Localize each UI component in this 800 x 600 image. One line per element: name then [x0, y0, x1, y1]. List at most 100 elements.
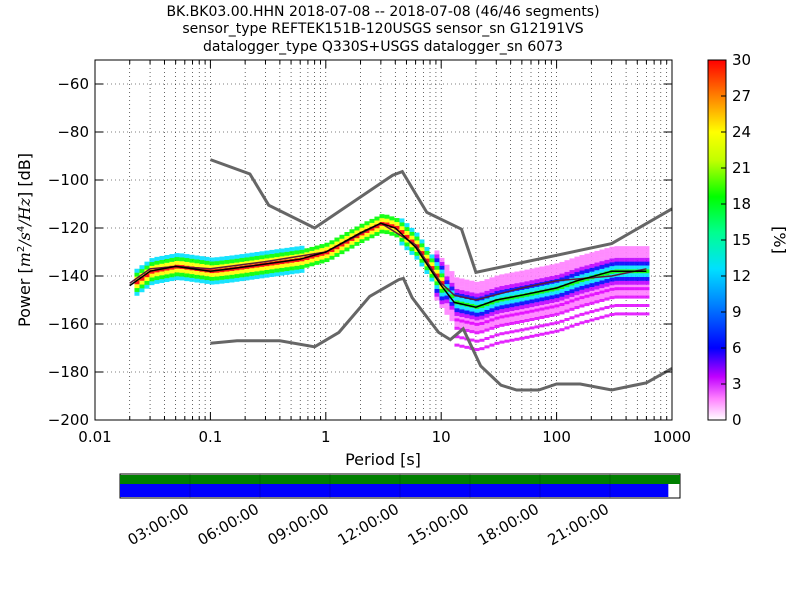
heatmap-cell	[244, 253, 250, 258]
heatmap-cell	[604, 259, 610, 264]
heatmap-cell	[539, 312, 545, 317]
heatmap-cell	[499, 301, 505, 306]
heatmap-cell	[499, 285, 505, 290]
heatmap-cell	[479, 288, 485, 293]
heatmap-cell	[629, 304, 635, 307]
heatmap-cell	[489, 318, 495, 322]
heatmap-cell	[569, 273, 575, 278]
heatmap-cell	[454, 315, 460, 320]
heatmap-cell	[564, 290, 570, 295]
heatmap-cell	[174, 256, 180, 261]
heatmap-cell	[439, 265, 445, 270]
heatmap-cell	[304, 263, 310, 268]
heatmap-cell	[364, 225, 370, 230]
heatmap-cell	[534, 325, 540, 329]
y-tick-label: −180	[48, 363, 89, 381]
heatmap-cell	[529, 318, 535, 322]
heatmap-cell	[159, 278, 165, 283]
heatmap-cell	[154, 264, 160, 269]
heatmap-cell	[354, 238, 360, 243]
heatmap-cell	[544, 323, 550, 327]
heatmap-cell	[344, 232, 350, 237]
heatmap-cell	[619, 250, 625, 254]
heatmap-cell	[619, 246, 625, 251]
y-tick-label: −120	[48, 219, 89, 237]
heatmap-cell	[624, 261, 630, 266]
heatmap-cell	[164, 274, 170, 279]
heatmap-cell	[444, 287, 450, 292]
heatmap-cell	[444, 283, 450, 288]
heatmap-cell	[379, 218, 385, 223]
heatmap-cell	[489, 300, 495, 305]
heatmap-cell	[339, 238, 345, 243]
heatmap-cell	[484, 325, 490, 330]
heatmap-cell	[629, 273, 635, 278]
heatmap-cell	[244, 276, 250, 281]
heatmap-cell	[429, 273, 435, 278]
heatmap-cell	[609, 262, 615, 267]
heatmap-cell	[259, 274, 265, 279]
heatmap-cell	[644, 295, 650, 299]
heatmap-cell	[449, 274, 455, 279]
heatmap-cell	[454, 343, 460, 347]
heatmap-cell	[599, 264, 605, 269]
heatmap-cell	[519, 301, 525, 306]
heatmap-cell	[474, 322, 480, 326]
heatmap-cell	[629, 280, 635, 285]
heatmap-cell	[519, 312, 525, 317]
mode-line	[129, 222, 647, 301]
heatmap-cell	[144, 280, 150, 285]
heatmap-cell	[574, 302, 580, 307]
heatmap-cell	[539, 332, 545, 336]
heatmap-cell	[159, 263, 165, 268]
heatmap-cell	[329, 244, 335, 249]
heatmap-cell	[204, 272, 210, 277]
heatmap-cell	[419, 247, 425, 252]
heatmap-cell	[644, 288, 650, 293]
high-noise-model-line	[209, 158, 673, 275]
y-tick-label: −100	[48, 171, 89, 189]
heatmap-cell	[574, 322, 580, 326]
heatmap-cell	[639, 280, 645, 285]
colorbar-tick-label: 9	[732, 303, 742, 321]
heatmap-cell	[554, 301, 560, 306]
heatmap-cell	[184, 257, 190, 262]
heatmap-cell	[614, 276, 620, 281]
heatmap-cell	[254, 252, 260, 257]
x-tick-label: 1000	[653, 428, 691, 446]
heatmap-cell	[549, 291, 555, 296]
heatmap-cell	[539, 304, 545, 309]
heatmap-cell	[234, 270, 240, 275]
heatmap-cell	[484, 317, 490, 322]
heatmap-cell	[639, 273, 645, 278]
heatmap-cell	[639, 246, 645, 251]
heatmap-cell	[529, 299, 535, 304]
heatmap-cell	[624, 280, 630, 285]
heatmap-cell	[559, 311, 565, 315]
heatmap-cell	[469, 299, 475, 304]
heatmap-cell	[549, 264, 555, 269]
heatmap-cell	[219, 260, 225, 265]
heatmap-cell	[644, 269, 650, 274]
heatmap-cell	[634, 265, 640, 270]
heatmap-cell	[169, 254, 175, 259]
heatmap-cell	[639, 253, 645, 258]
heatmap-cell	[614, 257, 620, 262]
heatmap-cell	[484, 313, 490, 318]
heatmap-cell	[179, 268, 185, 273]
heatmap-cell	[439, 300, 445, 305]
heatmap-cell	[554, 263, 560, 268]
heatmap-cell	[434, 261, 440, 266]
heatmap-cell	[159, 259, 165, 264]
heatmap-cell	[609, 296, 615, 300]
heatmap-cell	[289, 262, 295, 267]
heatmap-cell	[579, 258, 585, 263]
heatmap-cell	[464, 325, 470, 330]
heatmap-cell	[514, 329, 520, 333]
heatmap-cell	[469, 284, 475, 289]
heatmap-cell	[644, 292, 650, 297]
heatmap-cell	[144, 277, 150, 282]
heatmap-cell	[514, 313, 520, 318]
heatmap-cell	[439, 288, 445, 293]
heatmap-cell	[444, 295, 450, 300]
